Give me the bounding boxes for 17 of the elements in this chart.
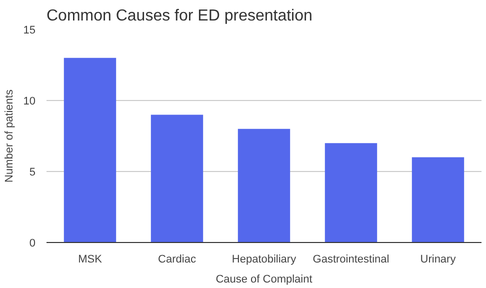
x-tick-label: Urinary [420, 254, 456, 266]
y-tick-label: 10 [23, 96, 36, 108]
chart-title: Common Causes for ED presentation [46, 8, 312, 24]
y-tick-label: 0 [29, 238, 36, 250]
bar [238, 128, 290, 242]
x-tick-label: MSK [78, 254, 103, 266]
y-tick-label: 5 [29, 166, 36, 178]
x-tick-label: Cardiac [158, 254, 196, 266]
bar [324, 143, 378, 242]
x-tick-label: Gastrointestinal [312, 254, 390, 266]
x-tick-label: Hepatobiliary [232, 254, 297, 266]
y-axis-title: Number of patients [3, 89, 16, 182]
bar [150, 114, 204, 242]
y-tick-label: 15 [23, 24, 36, 36]
bar [412, 157, 464, 242]
bar [64, 58, 116, 242]
x-axis-title: Cause of Complaint [216, 274, 312, 286]
